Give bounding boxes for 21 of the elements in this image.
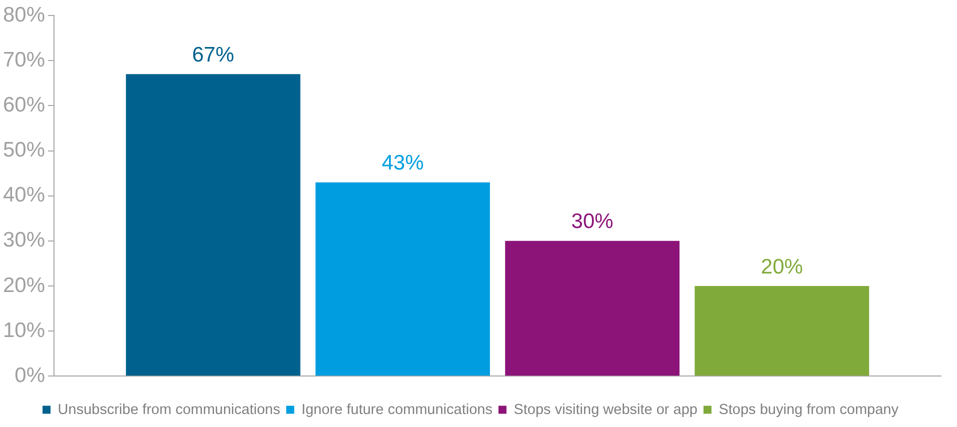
bar xyxy=(694,286,870,376)
legend-label: Ignore future communications xyxy=(301,402,492,418)
legend-label: Stops visiting website or app xyxy=(514,402,698,418)
y-tick-label: 0% xyxy=(14,364,46,387)
bar xyxy=(505,240,680,376)
data-label: 43% xyxy=(382,152,424,175)
y-tick-label: 20% xyxy=(3,274,46,297)
y-tick-label: 10% xyxy=(3,318,46,342)
bar xyxy=(316,182,490,376)
y-tick-label: 30% xyxy=(3,228,46,252)
data-label: 67% xyxy=(192,43,234,66)
y-tick-label: 60% xyxy=(3,94,46,117)
y-tick-label: 50% xyxy=(3,138,46,162)
data-label: 30% xyxy=(571,210,614,234)
y-tick-label: 70% xyxy=(3,48,46,72)
legend-label: Stops buying from company xyxy=(718,402,900,418)
legend-label: Unsubscribe from communications xyxy=(58,402,280,418)
data-label: 20% xyxy=(760,255,803,278)
y-tick-label: 40% xyxy=(3,184,46,207)
y-tick-label: 80% xyxy=(3,3,46,26)
bar xyxy=(126,74,300,376)
